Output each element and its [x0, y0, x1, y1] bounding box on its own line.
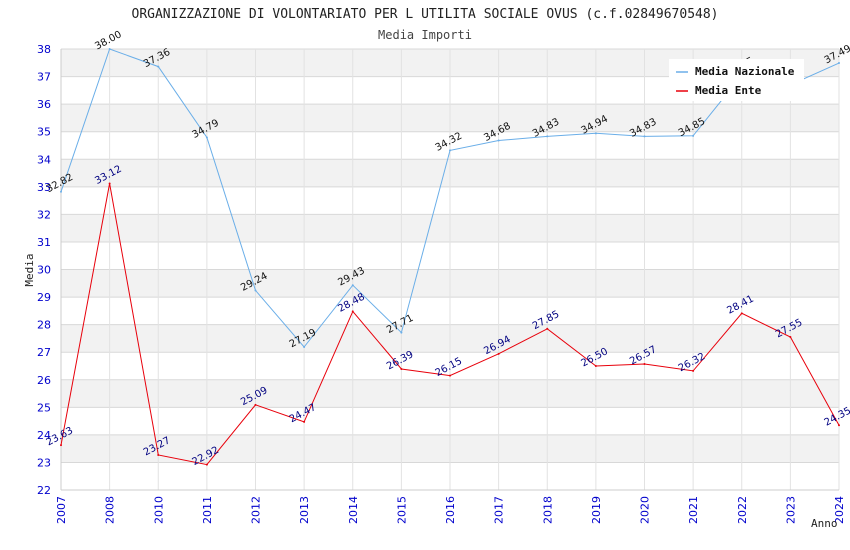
y-tick-label: 30 — [37, 264, 51, 277]
x-tick-label: 2024 — [833, 496, 846, 524]
x-tick-label: 2008 — [104, 496, 117, 524]
x-tick-label: 2007 — [55, 496, 68, 524]
data-point — [497, 352, 500, 355]
y-tick-label: 22 — [37, 484, 51, 497]
x-tick-label: 2019 — [590, 496, 603, 524]
legend-label-nazionale: Media Nazionale — [695, 65, 795, 78]
y-tick-label: 24 — [37, 429, 51, 442]
x-axis-label: Anno — [811, 517, 838, 530]
x-tick-label: 2018 — [541, 496, 554, 524]
data-point — [254, 403, 257, 406]
data-point — [303, 420, 306, 423]
axes — [60, 49, 839, 491]
y-tick-label: 38 — [37, 43, 51, 56]
y-tick-label: 26 — [37, 374, 51, 387]
data-point — [546, 327, 549, 330]
data-point — [400, 331, 403, 334]
y-tick-label: 29 — [37, 291, 51, 304]
x-tick-label: 2021 — [687, 496, 700, 524]
legend: Media Nazionale Media Ente — [669, 59, 804, 101]
data-point — [205, 463, 208, 466]
data-point — [740, 312, 743, 315]
data-point — [449, 149, 451, 152]
data-point — [789, 336, 792, 339]
x-tick-label: 2016 — [444, 496, 457, 524]
y-tick-label: 23 — [37, 456, 51, 469]
y-tick-label: 35 — [37, 126, 51, 139]
data-label: 24.35 — [823, 405, 850, 428]
y-axis-ticks: 22 23 24 25 26 27 28 29 30 31 32 33 34 35 36 37 38 — [37, 43, 51, 497]
data-point — [108, 48, 111, 50]
data-point — [400, 368, 403, 371]
y-tick-label: 28 — [37, 319, 51, 332]
data-point — [546, 135, 549, 138]
x-axis-ticks: 2007 2008 2010 2011 2012 2013 2014 2015 2016 2017… — [55, 496, 846, 524]
data-point — [692, 134, 695, 137]
y-tick-label: 36 — [37, 98, 51, 111]
y-tick-label: 27 — [37, 346, 51, 359]
data-point — [594, 132, 597, 135]
data-point — [60, 444, 62, 447]
y-axis-label: Media — [23, 253, 36, 286]
data-point — [108, 182, 111, 185]
data-point — [303, 345, 306, 348]
x-tick-label: 2010 — [152, 496, 165, 524]
y-tick-label: 31 — [37, 236, 51, 249]
y-tick-label: 32 — [37, 208, 51, 221]
x-tick-label: 2023 — [784, 496, 797, 524]
chart-title: ORGANIZZAZIONE DI VOLONTARIATO PER L UTI… — [132, 7, 719, 22]
legend-box — [669, 59, 804, 101]
x-tick-label: 2014 — [347, 496, 360, 524]
data-point — [60, 190, 62, 193]
data-point — [692, 369, 695, 372]
y-tick-label: 34 — [37, 153, 51, 166]
data-point — [157, 65, 160, 68]
x-tick-label: 2012 — [250, 496, 263, 524]
data-point — [351, 310, 354, 313]
data-label: 26.39 — [385, 349, 415, 372]
data-point — [254, 289, 257, 292]
x-tick-label: 2020 — [639, 496, 652, 524]
y-tick-label: 25 — [37, 401, 51, 414]
x-tick-label: 2013 — [298, 496, 311, 524]
data-point — [157, 453, 160, 456]
data-point — [205, 136, 208, 139]
data-point — [497, 139, 500, 142]
data-label: 32.82 — [45, 172, 75, 195]
data-point — [838, 62, 840, 65]
data-label: 34.32 — [434, 131, 464, 154]
data-point — [594, 364, 597, 367]
x-tick-label: 2017 — [493, 496, 506, 524]
data-point — [643, 135, 646, 138]
data-point — [351, 284, 354, 287]
data-point — [449, 374, 451, 377]
x-tick-label: 2015 — [395, 496, 408, 524]
x-tick-label: 2022 — [736, 496, 749, 524]
x-tick-label: 2011 — [201, 496, 214, 524]
legend-label-ente: Media Ente — [695, 84, 762, 97]
data-point — [643, 363, 646, 366]
y-tick-label: 33 — [37, 181, 51, 194]
y-tick-label: 37 — [37, 71, 51, 84]
data-point — [838, 424, 840, 427]
series-lines — [60, 48, 840, 466]
chart-subtitle: Media Importi — [378, 28, 472, 42]
